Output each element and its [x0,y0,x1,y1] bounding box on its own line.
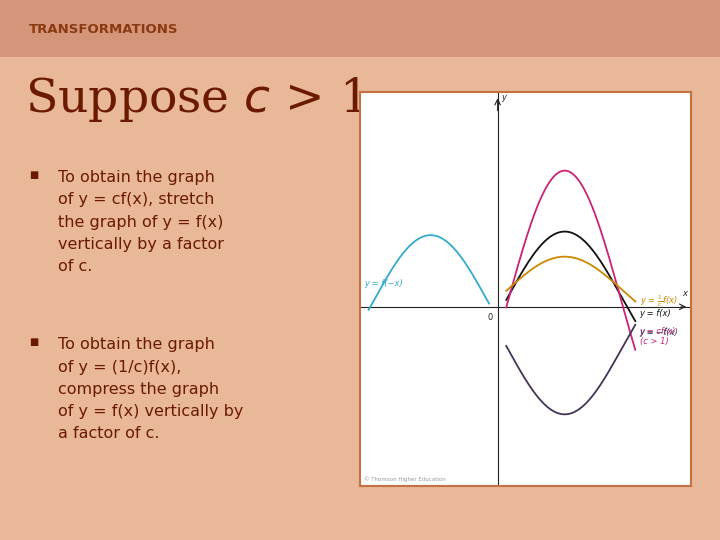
Text: To obtain the graph
of y = (1/c)f(x),
compress the graph
of y = f(x) vertically : To obtain the graph of y = (1/c)f(x), co… [58,338,243,441]
Text: TRANSFORMATIONS: TRANSFORMATIONS [29,23,179,36]
FancyBboxPatch shape [0,0,720,57]
Text: ■: ■ [29,170,38,180]
Text: x: x [683,289,688,298]
Text: y = f(−x): y = f(−x) [364,279,403,288]
Text: y = f(x): y = f(x) [639,308,671,318]
Text: y = $\frac{1}{c}$f(x): y = $\frac{1}{c}$f(x) [639,294,678,309]
Text: 0: 0 [487,313,492,322]
Text: © Thomson Higher Education: © Thomson Higher Education [364,477,446,482]
Text: To obtain the graph
of y = cf(x), stretch
the graph of y = f(x)
vertically by a : To obtain the graph of y = cf(x), stretc… [58,170,224,274]
Text: y: y [502,93,507,103]
Text: y = −f(x): y = −f(x) [639,328,678,338]
Text: y = cf(x)
(c > 1): y = cf(x) (c > 1) [639,327,676,346]
Text: ■: ■ [29,338,38,348]
Text: Suppose $\it{c}$ > 1.: Suppose $\it{c}$ > 1. [25,76,382,124]
